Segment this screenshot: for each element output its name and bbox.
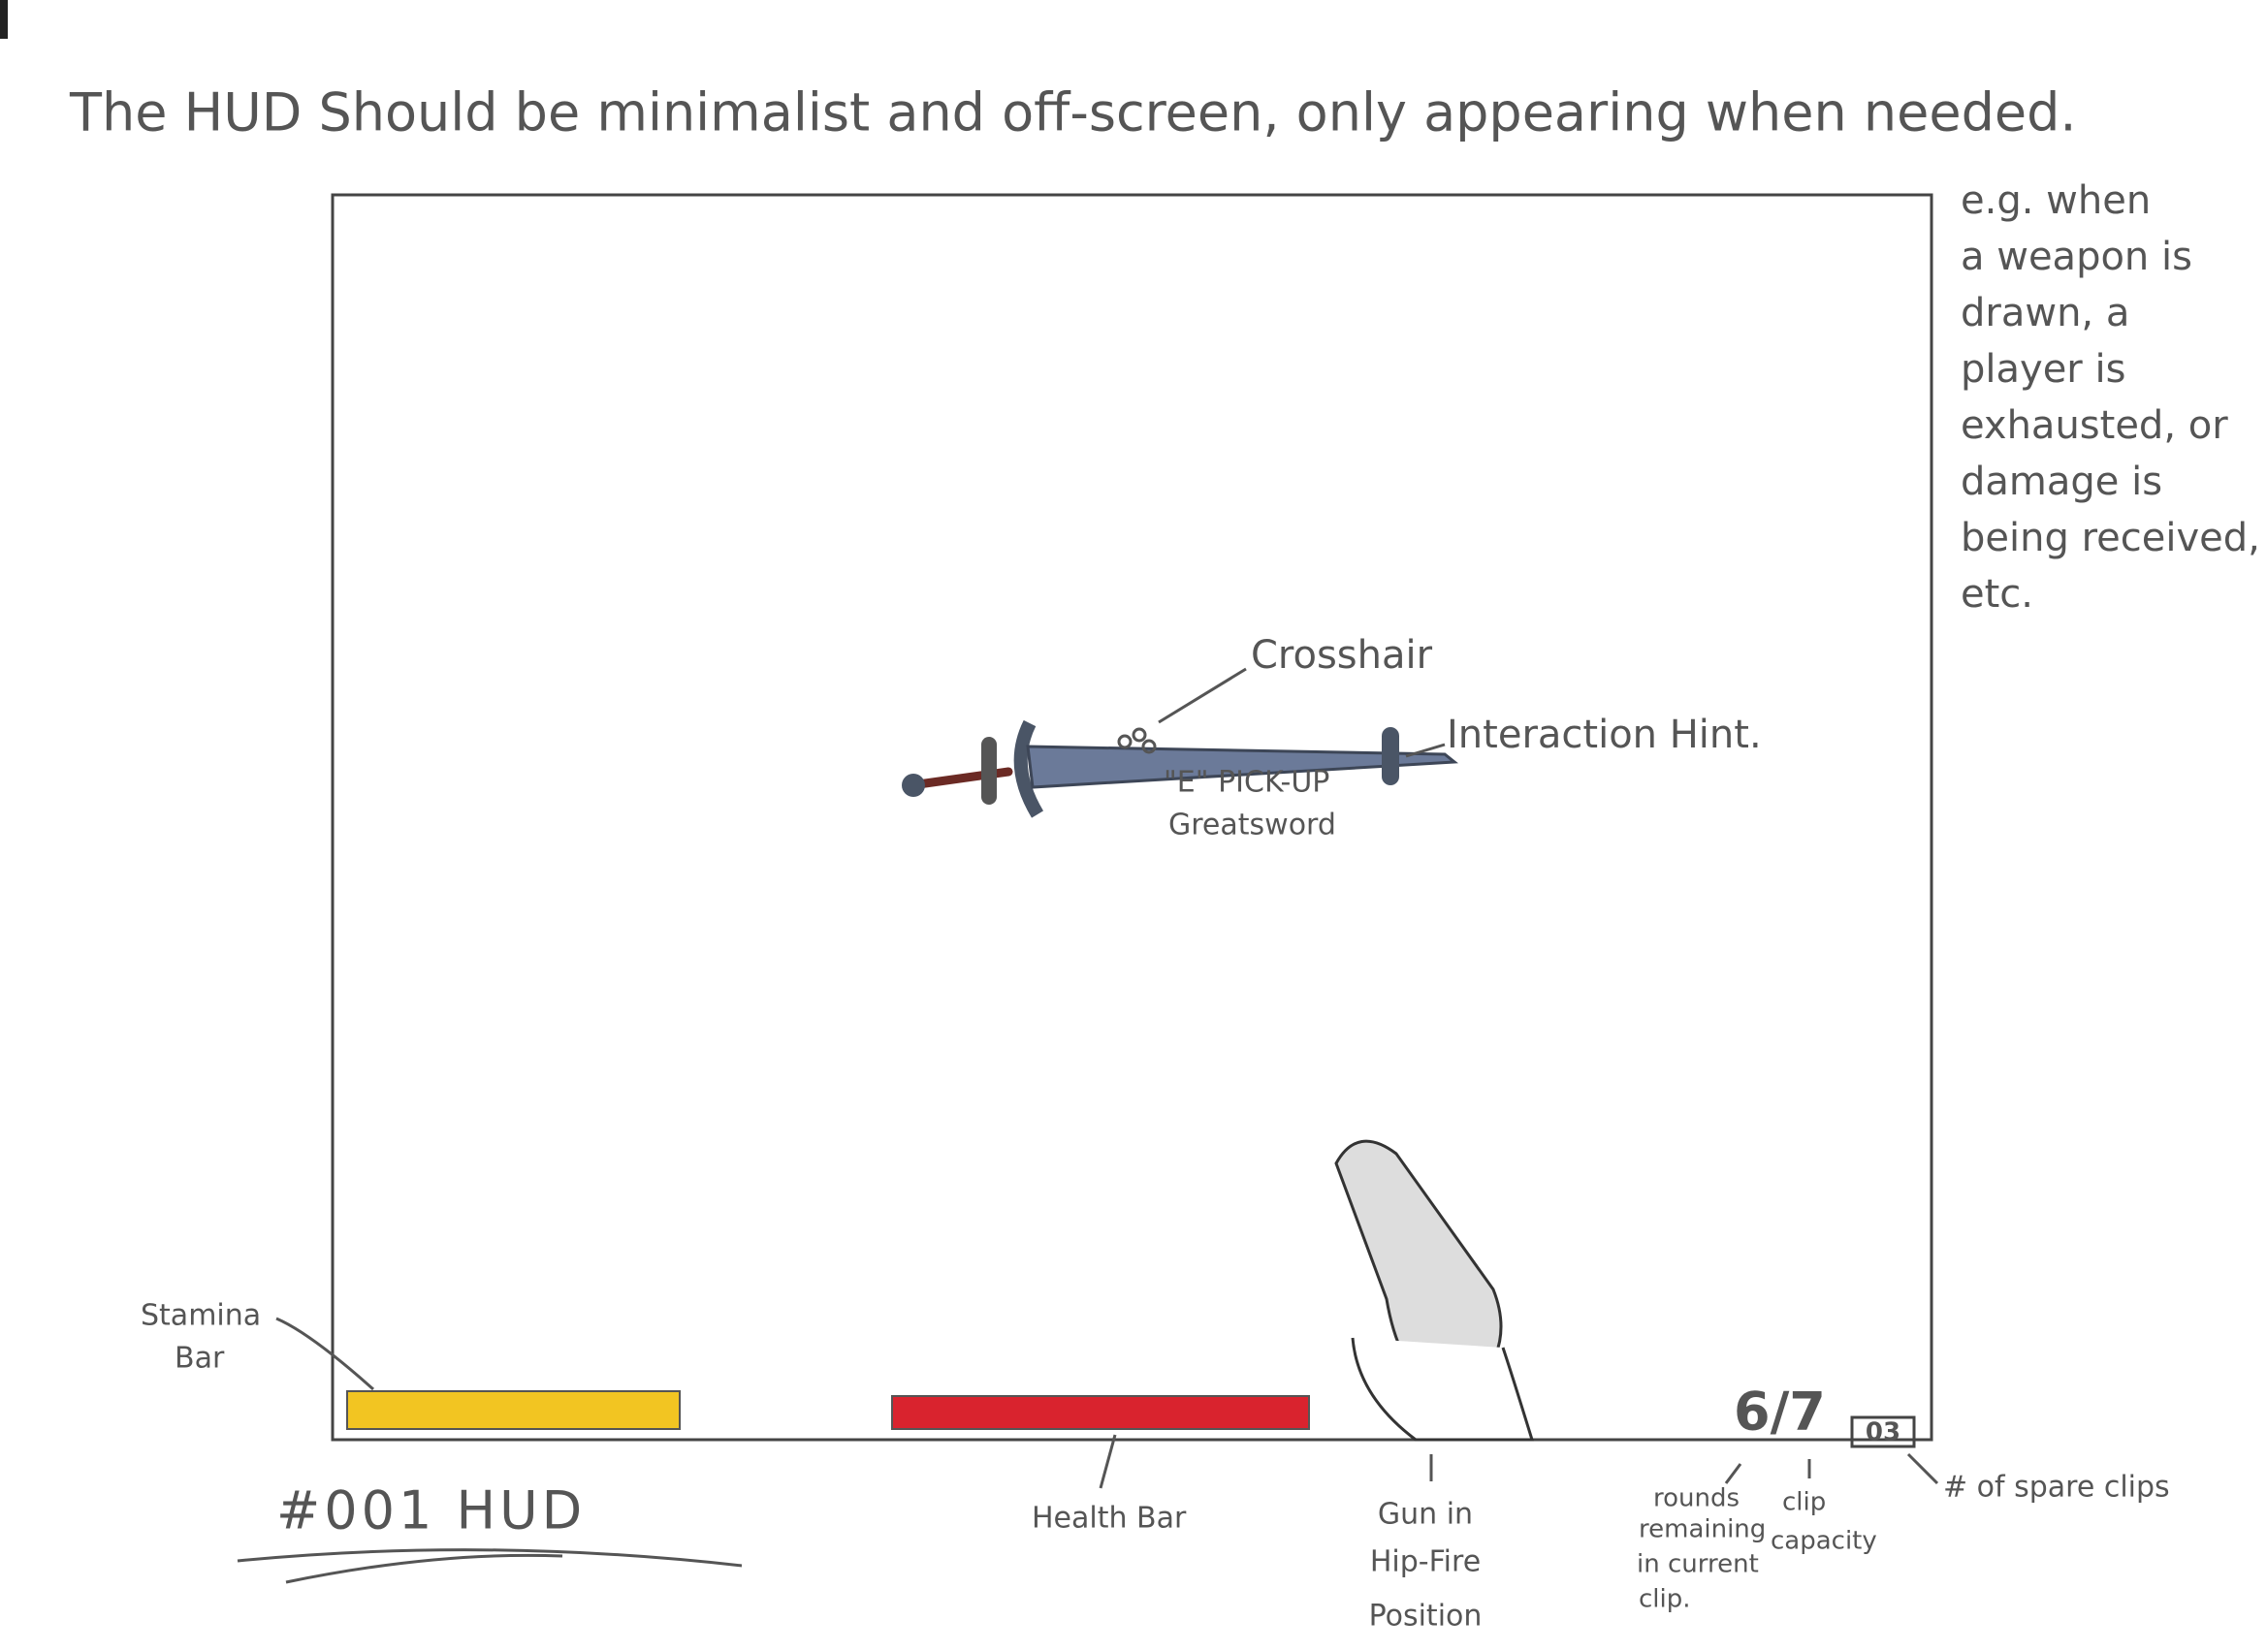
- stamina-bar: [346, 1390, 681, 1430]
- rounds-label: clip.: [1639, 1585, 1691, 1614]
- side-note-line: player is: [1961, 347, 2125, 392]
- side-note-line: exhausted, or: [1961, 403, 2228, 448]
- interaction-hint: Greatsword: [1168, 809, 1336, 842]
- health-label: Health Bar: [1032, 1502, 1187, 1536]
- spare-clips-display: 03: [1866, 1418, 1900, 1447]
- interaction-hint-label: Interaction Hint.: [1447, 713, 1762, 757]
- stamina-label: Bar: [175, 1342, 225, 1376]
- title: The HUD Should be minimalist and off-scr…: [69, 82, 2077, 143]
- greatsword: [902, 719, 1458, 818]
- side-note-line: damage is: [1961, 460, 2162, 504]
- side-note-line: drawn, a: [1961, 291, 2129, 335]
- rounds-label: rounds: [1653, 1484, 1740, 1513]
- side-note-line: etc.: [1961, 572, 2033, 617]
- spare-clips-label: # of spare clips: [1943, 1471, 2170, 1505]
- side-note-line: a weapon is: [1961, 235, 2192, 279]
- gun-label: Hip-Fire: [1370, 1545, 1481, 1579]
- sheet-label: #001 HUD: [276, 1480, 586, 1541]
- interaction-hint: "E" PICK-UP: [1164, 766, 1329, 800]
- health-bar: [891, 1395, 1310, 1430]
- side-note: e.g. when a weapon is drawn, a player is exh…: [1961, 178, 2260, 617]
- side-note-line: being received,: [1961, 516, 2260, 560]
- gun-label: Position: [1369, 1600, 1483, 1634]
- gun-label: Gun in: [1378, 1498, 1473, 1532]
- hint-leader: [1405, 743, 1446, 758]
- scan-mark: [0, 0, 8, 39]
- side-note-line: e.g. when: [1961, 178, 2151, 223]
- rounds-label: in current: [1637, 1550, 1759, 1579]
- crosshair-label: Crosshair: [1251, 633, 1433, 678]
- stamina-label: Stamina: [141, 1299, 261, 1333]
- capacity-label: capacity: [1771, 1527, 1877, 1556]
- rounds-label: remaining: [1639, 1515, 1766, 1544]
- gun-sketch: [1334, 1139, 1535, 1442]
- capacity-label: clip: [1782, 1488, 1826, 1517]
- screen-frame: [331, 193, 1933, 1442]
- spare-box: [1850, 1415, 1916, 1448]
- leaders: [237, 1317, 1939, 1584]
- ammo-display: 6/7: [1734, 1382, 1826, 1443]
- crosshair: [1117, 667, 1247, 754]
